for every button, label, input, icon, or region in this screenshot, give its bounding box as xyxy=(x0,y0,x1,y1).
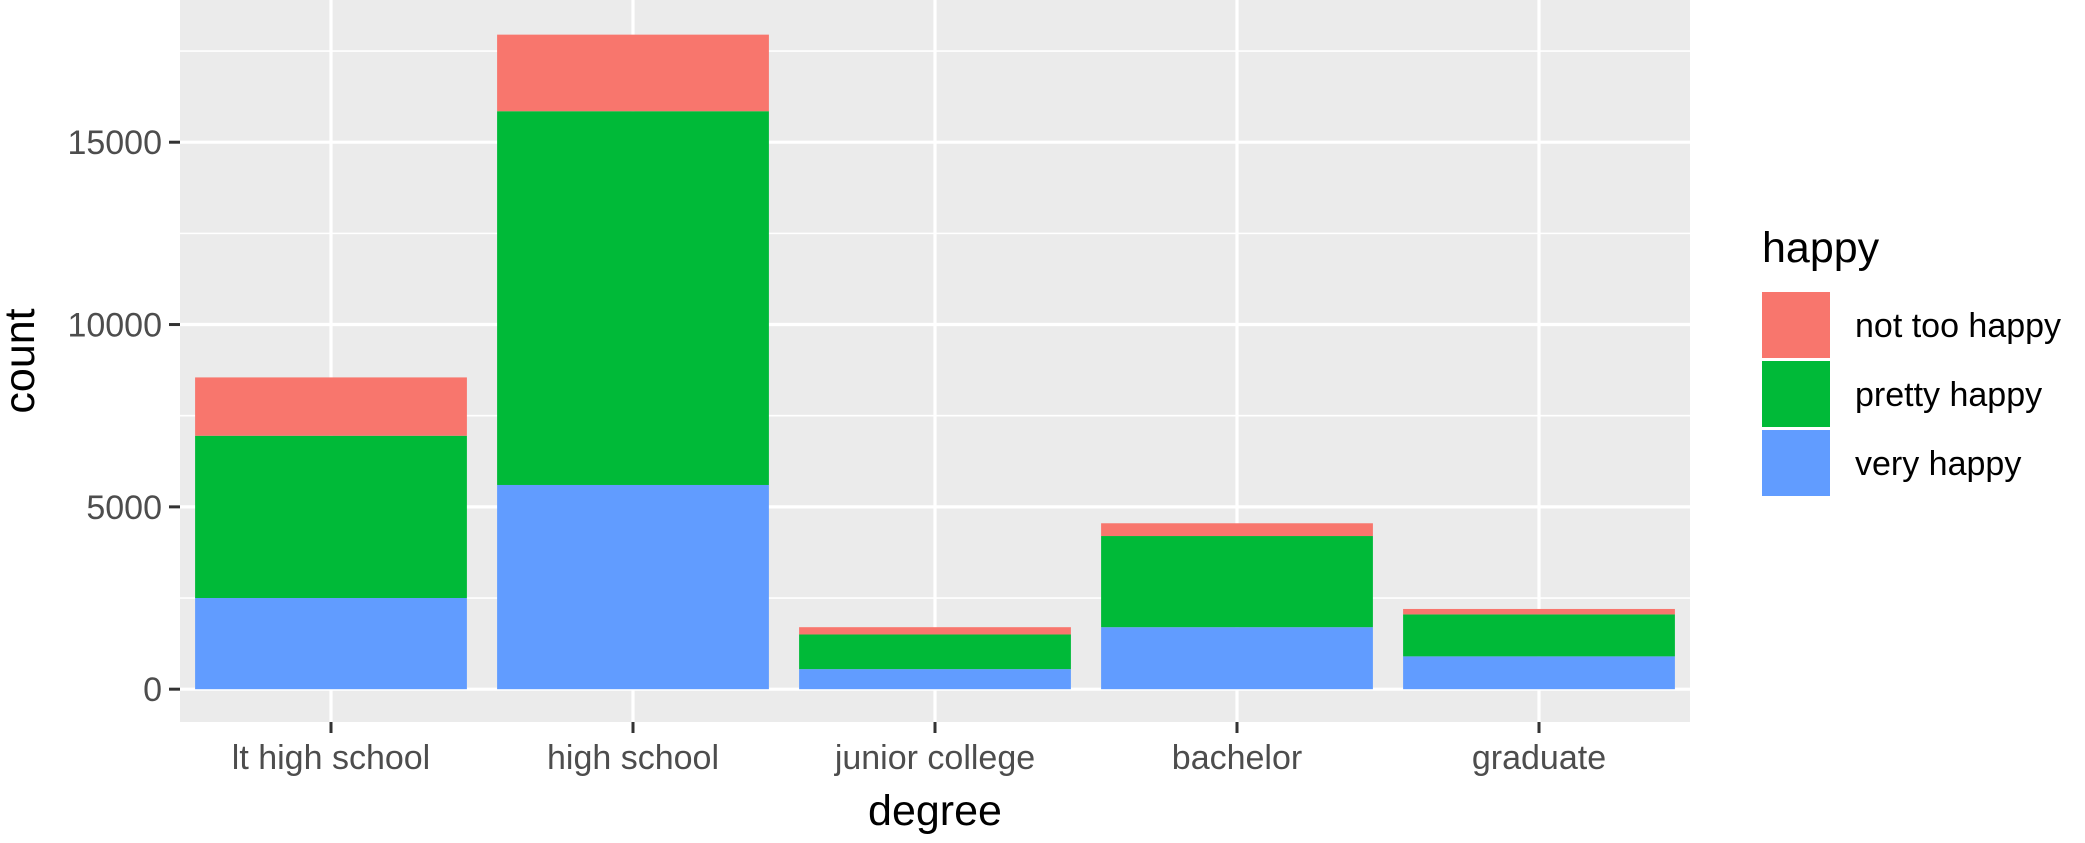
bar-segment-not-too-happy xyxy=(1101,523,1373,537)
bar-segment-very-happy xyxy=(195,598,467,690)
bar-segment-not-too-happy xyxy=(1403,608,1675,615)
bar-segment-very-happy xyxy=(799,669,1071,690)
bar-segment-very-happy xyxy=(1403,656,1675,690)
y-axis: 0 5000 10000 15000 xyxy=(67,124,180,709)
bar-segment-pretty-happy xyxy=(195,435,467,599)
y-tick-label: 10000 xyxy=(67,307,162,345)
x-tick-label: bachelor xyxy=(1172,739,1302,777)
x-tick-label: high school xyxy=(547,739,719,777)
y-tick-label: 15000 xyxy=(67,124,162,162)
y-tick-label: 5000 xyxy=(86,489,162,527)
y-axis-title: count xyxy=(0,308,44,413)
bar-segment-pretty-happy xyxy=(1101,536,1373,628)
x-tick-label: graduate xyxy=(1472,739,1606,777)
bar-segment-very-happy xyxy=(1101,627,1373,690)
legend-key-pretty-happy xyxy=(1762,361,1830,427)
legend-title: happy xyxy=(1762,224,1880,272)
legend: happy not too happy pretty happy very happ… xyxy=(1762,224,2061,496)
bar-segment-not-too-happy xyxy=(195,377,467,436)
bar-segment-not-too-happy xyxy=(497,34,769,112)
bar-segment-not-too-happy xyxy=(799,627,1071,635)
legend-items: not too happy pretty happy very happy xyxy=(1762,292,2061,496)
bars xyxy=(195,34,1675,690)
x-tick-label: junior college xyxy=(834,739,1035,777)
bar-segment-very-happy xyxy=(497,484,769,690)
legend-label-pretty-happy: pretty happy xyxy=(1855,376,2042,414)
legend-key-not-too-happy xyxy=(1762,292,1830,358)
x-tick-label: lt high school xyxy=(232,739,430,777)
bar-segment-pretty-happy xyxy=(497,111,769,485)
legend-label-not-too-happy: not too happy xyxy=(1855,307,2061,345)
legend-label-very-happy: very happy xyxy=(1855,445,2021,483)
legend-key-very-happy xyxy=(1762,430,1830,496)
y-tick-label: 0 xyxy=(143,671,162,709)
bar-segment-pretty-happy xyxy=(799,634,1071,670)
x-axis: lt high school high school junior college b… xyxy=(232,722,1606,777)
bar-segment-pretty-happy xyxy=(1403,614,1675,657)
x-axis-title: degree xyxy=(868,787,1002,835)
